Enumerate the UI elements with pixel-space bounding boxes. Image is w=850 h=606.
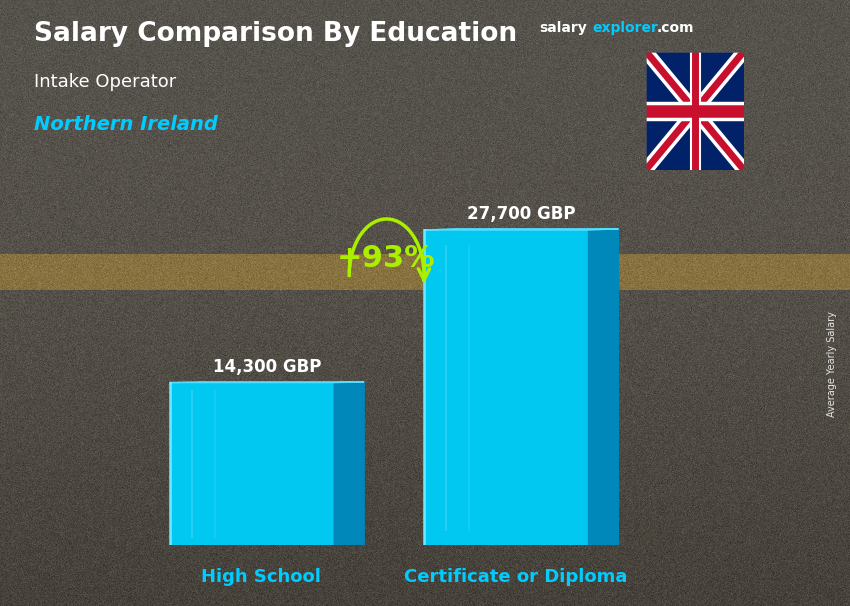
Text: Certificate or Diploma: Certificate or Diploma [404, 568, 627, 586]
Text: Northern Ireland: Northern Ireland [34, 115, 218, 134]
FancyBboxPatch shape [170, 382, 334, 545]
Text: Average Yearly Salary: Average Yearly Salary [827, 311, 837, 416]
Text: 27,700 GBP: 27,700 GBP [467, 205, 575, 223]
Text: Salary Comparison By Education: Salary Comparison By Education [34, 21, 517, 47]
Polygon shape [334, 382, 364, 545]
Text: salary: salary [540, 21, 587, 35]
Text: explorer: explorer [592, 21, 658, 35]
Text: +93%: +93% [337, 244, 436, 273]
Text: High School: High School [201, 568, 320, 586]
Text: Intake Operator: Intake Operator [34, 73, 176, 91]
Text: .com: .com [656, 21, 694, 35]
FancyBboxPatch shape [424, 230, 588, 545]
Text: 14,300 GBP: 14,300 GBP [212, 358, 321, 376]
Polygon shape [424, 229, 619, 230]
Polygon shape [588, 229, 619, 545]
